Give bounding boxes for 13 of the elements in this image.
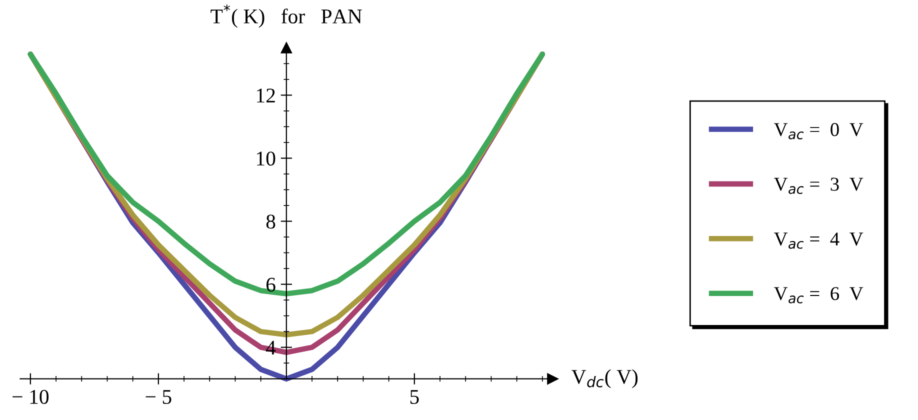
x-tick-label: − 5 bbox=[146, 390, 172, 404]
x-tick-label: − 10 bbox=[12, 390, 49, 404]
y-tick-label: 12 bbox=[257, 88, 275, 102]
y-tick-label: 10 bbox=[257, 152, 276, 166]
legend-label: V$_{ac}$ = 0 V bbox=[774, 123, 864, 140]
y-tick-label: 8 bbox=[266, 214, 276, 229]
y-axis-title: T$^{*}$( K) for PAN bbox=[210, 4, 362, 28]
y-tick-label: 6 bbox=[266, 278, 276, 292]
x-tick-label: 5 bbox=[410, 390, 419, 404]
x-axis-title: V$_{dc}$( V) bbox=[572, 369, 638, 388]
legend-label: V$_{ac}$ = 6 V bbox=[774, 287, 864, 304]
legend-label: V$_{ac}$ = 4 V bbox=[774, 232, 864, 249]
legend-label: V$_{ac}$ = 3 V bbox=[774, 178, 864, 194]
